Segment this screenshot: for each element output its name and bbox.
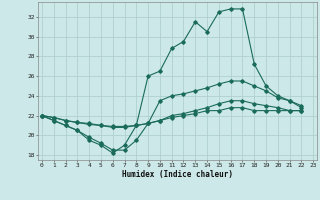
X-axis label: Humidex (Indice chaleur): Humidex (Indice chaleur) bbox=[122, 170, 233, 179]
